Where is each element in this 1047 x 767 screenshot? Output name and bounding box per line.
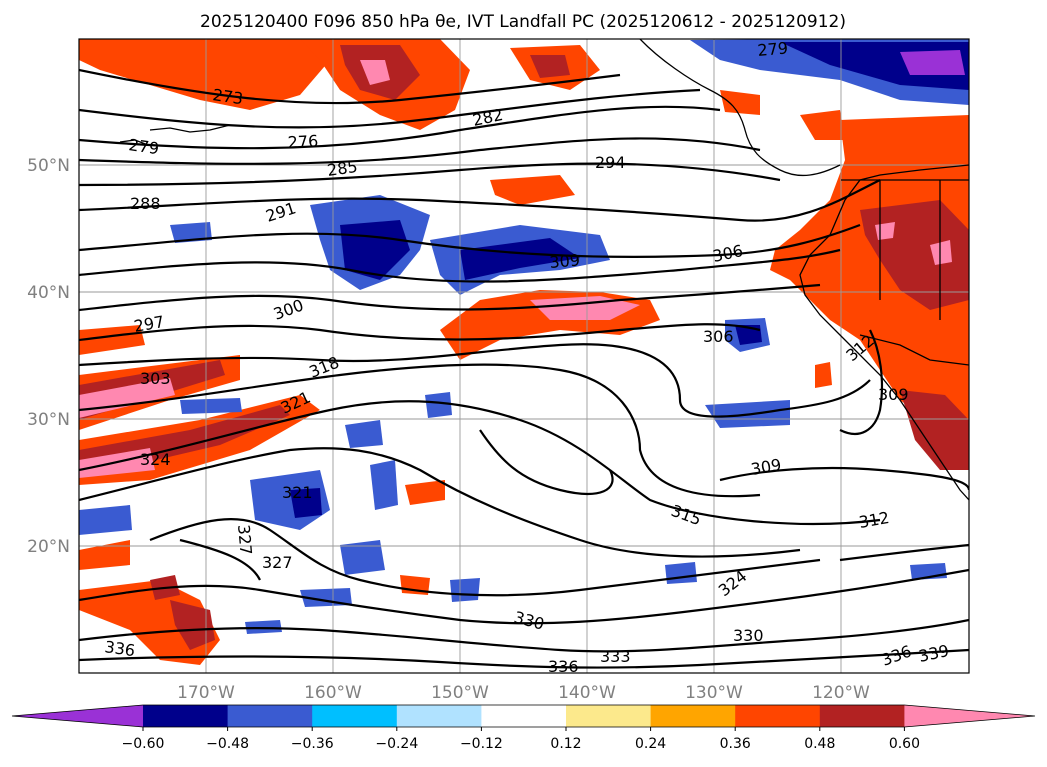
contour-label: 327 [234,524,256,556]
colorbar-tick-label: 0.60 [889,736,920,752]
colorbar-segment [143,705,229,727]
contour-label: 330 [733,626,764,645]
colorbar-segment [481,705,567,727]
colorbar-tick-label: 0.48 [804,736,835,752]
latitude-labels: 50°N 40°N 30°N 20°N [27,156,70,557]
contour-label: 333 [600,647,631,666]
lon-label-160w: 160°W [304,683,362,703]
contour-label: 303 [140,369,171,388]
lon-label-150w: 150°W [431,683,489,703]
colorbar-segment [735,705,821,727]
contour-label: 309 [549,250,581,272]
map-frame [78,38,970,674]
contour-label: 294 [595,153,626,172]
contour-label: 285 [326,157,359,180]
contour-label: 324 [140,450,171,469]
contour-label: 321 [282,483,313,502]
contour-label: 273 [211,85,244,108]
contour-label: 309 [878,385,909,404]
colorbar-tick-label: −0.12 [460,736,503,752]
plot-title: 2025120400 F096 850 hPa θe, IVT Landfall… [200,12,846,32]
lon-label-170w: 170°W [177,683,235,703]
lat-label-20n: 20°N [27,537,70,557]
lon-label-130w: 130°W [685,683,743,703]
contour-label: 279 [757,38,789,60]
lat-label-30n: 30°N [27,410,70,430]
contour-label: 327 [262,553,293,572]
colorbar-segment [566,705,652,727]
colorbar-segment [396,705,482,727]
lon-label-120w: 120°W [812,683,870,703]
lon-label-140w: 140°W [558,683,616,703]
contour-label: 336 [103,637,136,660]
contour-label: 276 [287,131,318,152]
lat-label-40n: 40°N [27,283,70,303]
colorbar-segment [227,705,313,727]
colorbar-extend-low [12,705,143,727]
colorbar-tick-label: 0.36 [720,736,751,752]
colorbar-tick-labels: −0.60 −0.48 −0.36 −0.24 −0.12 0.12 0.24 0.36 0.4… [122,727,920,752]
coastlines [119,39,969,501]
colorbar-tick-label: 0.24 [635,736,666,752]
map-panel: 273 276 279 282 285 288 291 294 297 300 … [79,38,969,676]
longitude-labels: 170°W 160°W 150°W 140°W 130°W 120°W [177,683,870,703]
negative-anomaly-shading [79,39,969,634]
contour-label: 336 [548,657,579,676]
colorbar-segment [312,705,398,727]
colorbar-tick-label: −0.36 [291,736,334,752]
colorbar-tick-label: −0.48 [206,736,249,752]
colorbar-tick-label: 0.12 [550,736,581,752]
colorbar-segment [650,705,736,727]
colorbar-segment [819,705,905,727]
colorbar-tick-label: −0.60 [122,736,165,752]
colorbar-extend-high [904,705,1035,727]
contour-label: 306 [703,327,734,346]
positive-anomaly-shading [79,39,969,665]
contour-label: 279 [127,135,160,158]
contour-label: 288 [130,194,161,213]
colorbar-tick-label: −0.24 [375,736,418,752]
colorbar [11,704,1036,728]
theta-e-contours [79,68,969,669]
lat-label-50n: 50°N [27,156,70,176]
